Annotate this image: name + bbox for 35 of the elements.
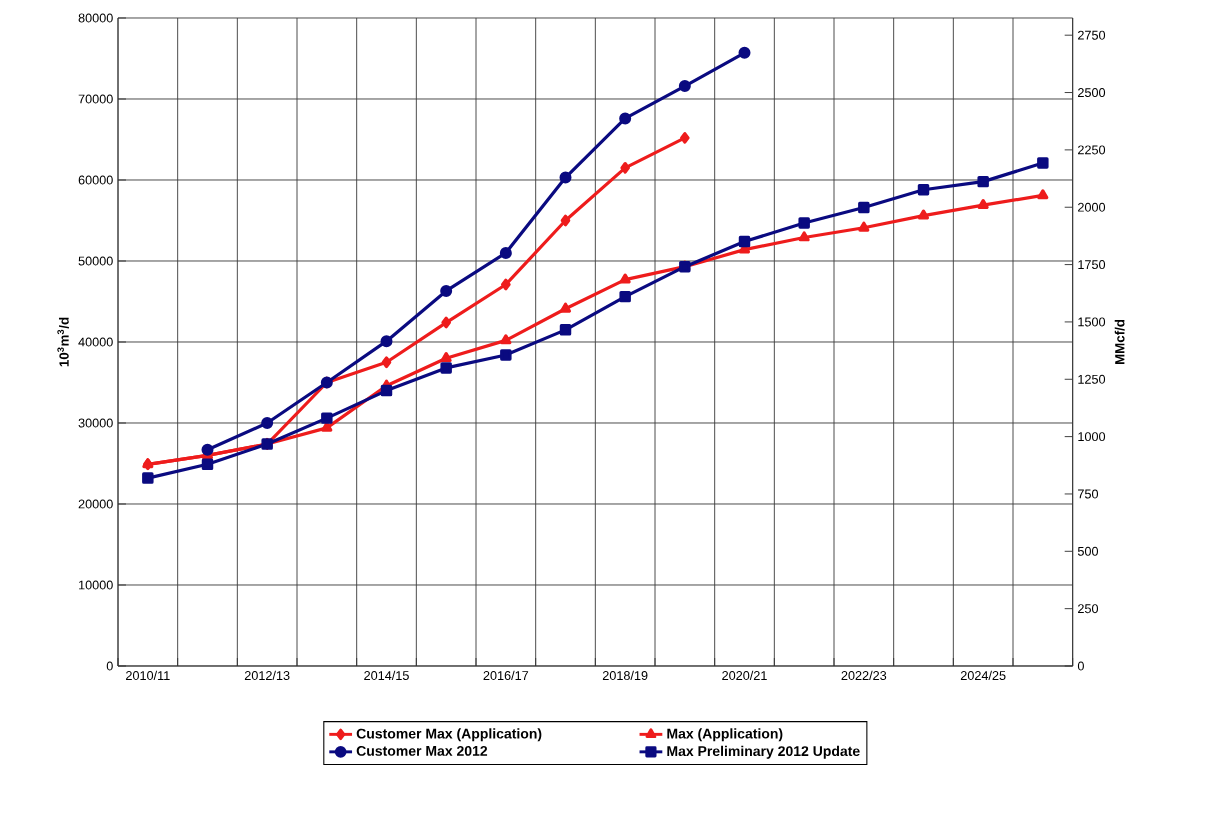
y2-axis-title: MMcf/d — [1114, 319, 1125, 365]
y-tick-label: 40000 — [78, 337, 113, 347]
y2-tick-label: 2750 — [1078, 30, 1106, 40]
y2-tick-label: 1000 — [1078, 432, 1106, 442]
y-tick-label: 60000 — [78, 175, 113, 185]
y2-tick-label: 1500 — [1078, 317, 1106, 327]
legend-label: Customer Max (Application) — [356, 728, 542, 742]
legend-label: Max (Application) — [667, 728, 783, 742]
x-tick-label: 2016/17 — [483, 670, 529, 681]
y-tick-label: 10000 — [79, 580, 113, 590]
x-tick-label: 2014/15 — [364, 670, 409, 681]
y2-tick-label: 250 — [1078, 604, 1099, 614]
x-tick-label: 2022/23 — [841, 670, 887, 681]
y-tick-label: 50000 — [78, 256, 113, 266]
x-tick-label: 2010/11 — [126, 670, 170, 681]
y2-tick-label: 1250 — [1078, 374, 1106, 384]
x-tick-label: 2020/21 — [722, 670, 767, 681]
legend-label: Customer Max 2012 — [356, 745, 488, 756]
y2-tick-label: 2000 — [1078, 202, 1106, 212]
x-tick-label: 2018/19 — [602, 670, 648, 681]
y-tick-label: 70000 — [78, 94, 113, 104]
y-axis-title: 10$^{3}$m$^{3}$/d — [57, 317, 69, 367]
legend-label: Max Preliminary 2012 Update — [667, 745, 860, 759]
y2-tick-label: 2250 — [1078, 145, 1106, 155]
x-tick-label: 2024/25 — [960, 670, 1006, 681]
y-tick-label: 20000 — [78, 499, 113, 509]
y-tick-label: 30000 — [78, 418, 113, 428]
y-tick-label: 80000 — [78, 13, 113, 23]
y2-tick-label: 500 — [1077, 546, 1099, 556]
y2-tick-label: 750 — [1078, 489, 1099, 499]
y2-tick-label: 2500 — [1078, 88, 1106, 98]
x-tick-label: 2012/13 — [244, 670, 290, 681]
y2-tick-label: 0 — [1077, 661, 1084, 671]
y2-tick-label: 1750 — [1078, 260, 1106, 270]
y-tick-label: 0 — [106, 661, 113, 671]
